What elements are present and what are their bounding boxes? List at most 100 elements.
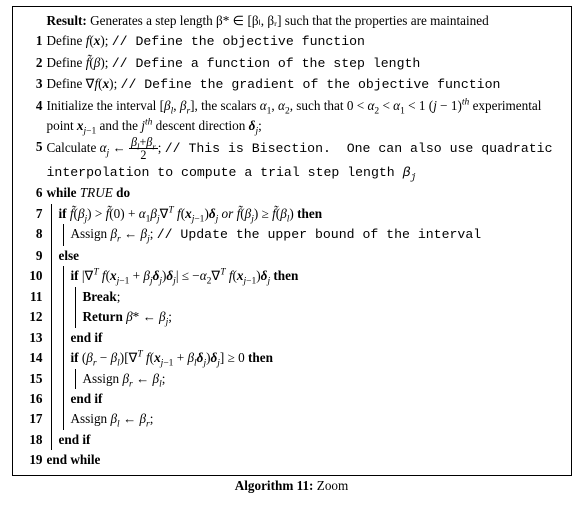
algorithm-result-row: Result: Generates a step length β* ∈ [βₗ…	[21, 11, 563, 31]
line-content: end if	[47, 389, 563, 409]
line-text: end while	[47, 452, 101, 467]
algorithm-lines: 1Define f(x); // Define the objective fu…	[21, 31, 563, 470]
line-text: Initialize the interval [βl, βr], the sc…	[47, 98, 542, 133]
algo-line: 15Assign βr ← βl;	[21, 369, 563, 389]
guideline-bar	[51, 389, 52, 409]
guideline-bar	[63, 287, 64, 307]
line-content: if |∇T f(xj−1 + βjδj)δj| ≤ −α2∇T f(xj−1)…	[47, 266, 563, 286]
guideline-bar	[75, 369, 76, 389]
line-text: if (βr − βl)[∇T f(xj−1 + βlδj)δj] ≥ 0 th…	[71, 350, 273, 365]
caption-label: Algorithm 11:	[235, 478, 314, 493]
line-content: Define f̃(β); // Define a function of th…	[47, 53, 563, 74]
algo-line: 9 else	[21, 246, 563, 266]
line-number: 6	[21, 183, 47, 203]
algo-line: 17Assign βl ← βr;	[21, 409, 563, 429]
algo-line: 8 Assign βr ← βj; // Update the upper bou…	[21, 224, 563, 245]
algo-line: 3Define ∇f(x); // Define the gradient of…	[21, 74, 563, 95]
line-number: 12	[21, 307, 47, 327]
guideline-bar	[51, 287, 52, 307]
caption-title: Zoom	[317, 478, 349, 493]
guideline-bar	[51, 266, 52, 286]
line-text: if |∇T f(xj−1 + βjδj)δj| ≤ −α2∇T f(xj−1)…	[71, 268, 299, 283]
line-content: if (βr − βl)[∇T f(xj−1 + βlδj)δj] ≥ 0 th…	[47, 348, 563, 368]
line-number: 9	[21, 246, 47, 266]
line-content: Break;	[47, 287, 563, 307]
line-text: Assign βl ← βr;	[71, 411, 154, 426]
line-text: end if	[59, 432, 91, 447]
line-number: 3	[21, 74, 47, 94]
line-content: end while	[47, 450, 563, 470]
line-text: Break;	[83, 289, 121, 304]
guideline-bar	[51, 307, 52, 327]
guideline-bar	[63, 409, 64, 429]
guideline-bar	[51, 246, 52, 266]
line-number: 13	[21, 328, 47, 348]
algo-line: 13 end if	[21, 328, 563, 348]
guideline-bar	[75, 287, 76, 307]
guideline-bar	[63, 389, 64, 409]
line-number: 7	[21, 204, 47, 224]
algorithm-caption: Algorithm 11: Zoom	[0, 478, 583, 494]
guideline-bar	[63, 348, 64, 368]
line-text: Calculate αj ← βl+βr2; // This is Bisect…	[47, 140, 553, 179]
guideline-bar	[75, 307, 76, 327]
line-text: end if	[71, 330, 103, 345]
guideline-bar	[63, 369, 64, 389]
algo-line: 5Calculate αj ← βl+βr2; // This is Bisec…	[21, 137, 563, 184]
algo-line: 10 if |∇T f(xj−1 + βjδj)δj| ≤ −α2∇T f(xj−…	[21, 266, 563, 286]
line-number: 16	[21, 389, 47, 409]
guideline-bar	[51, 369, 52, 389]
result-text: Generates a step length β* ∈ [βₗ, βᵣ] su…	[90, 13, 489, 28]
algo-line: 4Initialize the interval [βl, βr], the s…	[21, 96, 563, 137]
line-content: if f̃(βj) > f̃(0) + α1βj∇T f(xj−1)δj or …	[47, 204, 563, 224]
line-text: Assign βr ← βl;	[83, 371, 166, 386]
algo-line: 1Define f(x); // Define the objective fu…	[21, 31, 563, 52]
line-text: Define f̃(β); // Define a function of th…	[47, 55, 421, 70]
guideline-bar	[51, 328, 52, 348]
line-number: 19	[21, 450, 47, 470]
guideline-bar	[63, 328, 64, 348]
line-content: Initialize the interval [βl, βr], the sc…	[47, 96, 563, 137]
result-label: Result:	[47, 13, 87, 28]
guideline-bar	[51, 430, 52, 450]
line-number: 18	[21, 430, 47, 450]
line-content: Define ∇f(x); // Define the gradient of …	[47, 74, 563, 95]
guideline-bar	[63, 307, 64, 327]
line-text: if f̃(βj) > f̃(0) + α1βj∇T f(xj−1)δj or …	[59, 206, 323, 221]
line-number: 10	[21, 266, 47, 286]
line-number: 4	[21, 96, 47, 116]
guideline-bar	[51, 409, 52, 429]
line-number: 8	[21, 224, 47, 244]
line-number: 2	[21, 53, 47, 73]
line-number: 5	[21, 137, 47, 157]
line-content: else	[47, 246, 563, 266]
line-content: Assign βr ← βj; // Update the upper boun…	[47, 224, 563, 245]
line-number: 14	[21, 348, 47, 368]
line-content: end if	[47, 328, 563, 348]
line-number: 1	[21, 31, 47, 51]
line-content: Return β* ← βj;	[47, 307, 563, 327]
guideline-bar	[63, 224, 64, 245]
algo-line: 16 end if	[21, 389, 563, 409]
line-text: end if	[71, 391, 103, 406]
algo-line: 11Break;	[21, 287, 563, 307]
line-content: Define f(x); // Define the objective fun…	[47, 31, 563, 52]
algo-line: 7 if f̃(βj) > f̃(0) + α1βj∇T f(xj−1)δj or…	[21, 204, 563, 224]
guideline-bar	[51, 224, 52, 245]
guideline-bar	[63, 266, 64, 286]
line-text: while TRUE do	[47, 185, 131, 200]
algo-line: 18 end if	[21, 430, 563, 450]
result-content: Result: Generates a step length β* ∈ [βₗ…	[47, 11, 563, 31]
line-text: Define ∇f(x); // Define the gradient of …	[47, 76, 501, 91]
line-text: Define f(x); // Define the objective fun…	[47, 33, 365, 48]
line-content: Assign βl ← βr;	[47, 409, 563, 429]
algo-line: 6while TRUE do	[21, 183, 563, 203]
line-text: Assign βr ← βj; // Update the upper boun…	[71, 226, 482, 241]
guideline-bar	[51, 348, 52, 368]
line-content: Calculate αj ← βl+βr2; // This is Bisect…	[47, 137, 563, 184]
line-text: Return β* ← βj;	[83, 309, 172, 324]
line-text: else	[59, 248, 80, 263]
line-content: while TRUE do	[47, 183, 563, 203]
algo-line: 19end while	[21, 450, 563, 470]
line-content: Assign βr ← βl;	[47, 369, 563, 389]
